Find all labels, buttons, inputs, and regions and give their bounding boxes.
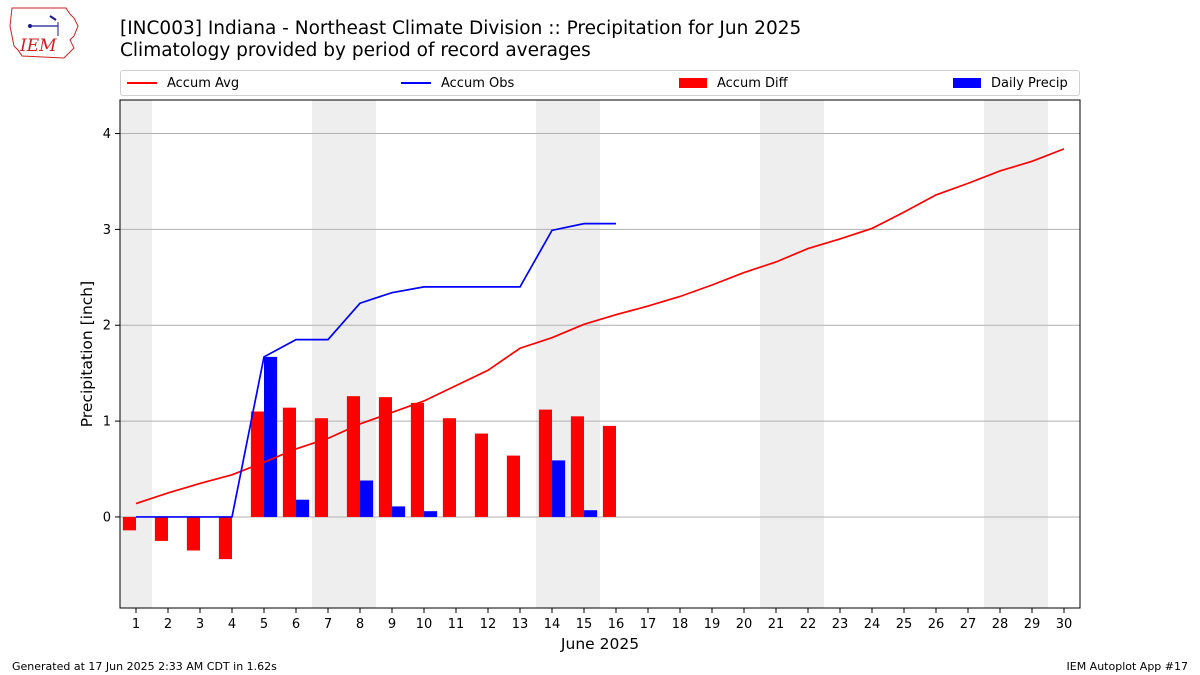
legend-swatch-daily-precip (953, 78, 981, 88)
x-tick-label-15: 15 (576, 617, 593, 632)
legend-swatch-accum-avg (127, 82, 157, 84)
bars (122, 356, 616, 560)
legend-item-accum-diff: Accum Diff (679, 71, 788, 95)
daily-precip-bar-5 (264, 356, 278, 517)
x-tick-label-2: 2 (164, 617, 172, 632)
generated-timestamp: Generated at 17 Jun 2025 2:33 AM CDT in … (12, 660, 277, 673)
x-tick-label-21: 21 (768, 617, 785, 632)
accum-diff-bar-4 (218, 516, 232, 560)
weekend-band-28 (984, 100, 1016, 608)
accum-diff-bar-10 (410, 402, 424, 517)
accum-diff-bar-15 (570, 416, 584, 517)
accum-obs-line (136, 222, 616, 518)
x-tick-label-5: 5 (260, 617, 268, 632)
x-tick-label-13: 13 (512, 617, 529, 632)
weekend-band-29 (1016, 100, 1048, 608)
accum-diff-bar-3 (186, 516, 200, 551)
accum-diff-bar-9 (378, 397, 392, 517)
accum-diff-bar-6 (282, 407, 296, 517)
accum-avg-line (135, 148, 1065, 505)
daily-precip-bar-14 (552, 460, 566, 517)
x-tick-label-19: 19 (704, 617, 721, 632)
accum-diff-bar-2 (154, 516, 168, 541)
x-tick-label-12: 12 (480, 617, 497, 632)
y-tick-label-4: 4 (103, 127, 111, 142)
x-tick-label-24: 24 (864, 617, 881, 632)
svg-text:IEM: IEM (19, 36, 57, 56)
accum-diff-bar-7 (314, 418, 328, 517)
chart-subtitle: Climatology provided by period of record… (120, 40, 591, 61)
y-tick-label-2: 2 (103, 319, 111, 334)
legend-label-accum-obs: Accum Obs (441, 75, 515, 91)
weekend-shading (120, 100, 1048, 608)
plot-frame (119, 99, 1081, 609)
x-tick-label-10: 10 (416, 617, 433, 632)
weekend-band-22 (792, 100, 824, 608)
x-tick-label-18: 18 (672, 617, 689, 632)
accum-diff-bar-1 (122, 516, 136, 531)
legend-label-accum-diff: Accum Diff (717, 75, 788, 91)
x-tick-label-28: 28 (992, 617, 1009, 632)
daily-precip-bar-10 (424, 511, 438, 517)
x-tick-label-23: 23 (832, 617, 849, 632)
legend-swatch-accum-diff (679, 78, 707, 88)
weekend-band-7 (312, 100, 344, 608)
x-tick-label-1: 1 (132, 617, 140, 632)
x-tick-label-27: 27 (960, 617, 977, 632)
legend-item-daily-precip: Daily Precip (953, 71, 1068, 95)
weekend-band-8 (344, 100, 376, 608)
legend-label-daily-precip: Daily Precip (991, 75, 1068, 91)
x-tick-label-14: 14 (544, 617, 561, 632)
x-tick-label-7: 7 (324, 617, 332, 632)
x-tick-label-29: 29 (1024, 617, 1041, 632)
accum-diff-bar-16 (602, 425, 616, 517)
accum-diff-bar-8 (346, 396, 360, 517)
legend-item-accum-obs: Accum Obs (401, 71, 514, 95)
x-axis-label: June 2025 (560, 635, 639, 653)
x-tick-label-16: 16 (608, 617, 625, 632)
y-tick-label-3: 3 (103, 223, 111, 238)
x-tick-label-17: 17 (640, 617, 657, 632)
legend-label-accum-avg: Accum Avg (167, 75, 240, 91)
daily-precip-bar-6 (296, 499, 310, 517)
legend-item-accum-avg: Accum Avg (127, 71, 239, 95)
chart-legend: Accum Avg Accum Obs Accum Diff Daily Pre… (120, 70, 1080, 96)
x-tick-label-22: 22 (800, 617, 817, 632)
x-tick-label-26: 26 (928, 617, 945, 632)
daily-precip-bar-15 (584, 510, 598, 517)
weekend-band-1 (120, 100, 152, 608)
y-axis-label: Precipitation [inch] (78, 281, 96, 427)
x-tick-label-6: 6 (292, 617, 300, 632)
x-tick-label-3: 3 (196, 617, 204, 632)
accum-diff-bar-12 (474, 433, 488, 517)
series-lines (135, 148, 1065, 518)
chart-title: [INC003] Indiana - Northeast Climate Div… (120, 18, 802, 39)
accum-diff-bar-11 (442, 418, 456, 517)
x-tick-label-20: 20 (736, 617, 753, 632)
daily-precip-bar-9 (392, 506, 406, 517)
weekend-band-15 (568, 100, 600, 608)
iem-logo: IEM (8, 6, 80, 60)
x-tick-label-8: 8 (356, 617, 364, 632)
x-tick-label-25: 25 (896, 617, 913, 632)
y-tick-label-1: 1 (103, 415, 111, 430)
daily-precip-bar-8 (360, 480, 374, 517)
x-tick-label-30: 30 (1056, 617, 1073, 632)
accum-diff-bar-14 (538, 409, 552, 517)
x-tick-label-11: 11 (448, 617, 465, 632)
gridlines (120, 133, 1080, 518)
legend-swatch-accum-obs (401, 82, 431, 84)
accum-diff-bar-13 (506, 455, 520, 517)
x-tick-label-9: 9 (388, 617, 396, 632)
x-tick-label-4: 4 (228, 617, 236, 632)
y-tick-label-0: 0 (103, 510, 111, 525)
app-credit: IEM Autoplot App #17 (1066, 660, 1189, 673)
weekend-band-21 (760, 100, 792, 608)
weekend-band-14 (536, 100, 568, 608)
